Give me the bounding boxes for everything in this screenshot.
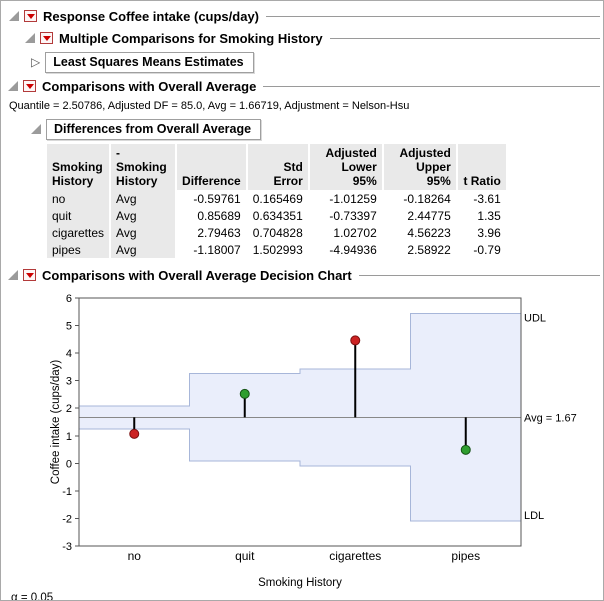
- red-triangle-menu-icon[interactable]: [24, 10, 37, 22]
- y-tick-label: 0: [66, 458, 72, 470]
- disclosure-closed-icon[interactable]: ▷: [31, 55, 41, 69]
- col-header-smoking-history: Smoking History: [47, 144, 110, 190]
- cell-t-ratio: -3.61: [457, 190, 506, 207]
- cell-adj-upper: -0.18264: [383, 190, 456, 207]
- table-header-row: Smoking History -Smoking History Differenc…: [47, 144, 506, 190]
- red-triangle-menu-icon[interactable]: [23, 269, 36, 281]
- cell-difference: 0.85689: [177, 207, 246, 224]
- cell-group: no: [47, 190, 110, 207]
- cell-adj-upper: 4.56223: [383, 224, 456, 241]
- x-tick-label: cigarettes: [329, 549, 381, 563]
- col-header-adj-lower: Adjusted Lower 95%: [309, 144, 382, 190]
- outline-row-response: Response Coffee intake (cups/day): [1, 7, 603, 25]
- avg-label: Avg = 1.67: [524, 412, 577, 424]
- col-header-minus-smoking-history: -Smoking History: [111, 144, 176, 190]
- y-tick-label: 1: [66, 431, 72, 443]
- red-triangle-menu-icon[interactable]: [23, 80, 36, 92]
- cell-adj-lower: -1.01259: [309, 190, 382, 207]
- y-tick-label: 3: [66, 376, 72, 388]
- disclosure-open-icon[interactable]: [25, 33, 35, 43]
- y-tick-label: 6: [66, 293, 72, 305]
- title-rule: [329, 37, 600, 39]
- col-header-t-ratio: t Ratio: [457, 144, 506, 190]
- cell-t-ratio: -0.79: [457, 241, 506, 258]
- red-triangle-menu-icon[interactable]: [40, 32, 53, 44]
- decision-chart-area: 6 5 4 3 2 1 0 -1 -2 -3 no quit cigarettes pipes UDL Avg…: [1, 288, 603, 601]
- cell-std-error: 0.704828: [247, 224, 308, 241]
- decision-chart[interactable]: 6 5 4 3 2 1 0 -1 -2 -3 no quit cigarettes pipes UDL Avg…: [1, 288, 601, 590]
- udl-label: UDL: [524, 312, 546, 324]
- table-row[interactable]: quit Avg 0.85689 0.634351 -0.73397 2.447…: [47, 207, 506, 224]
- point-no[interactable]: [129, 428, 140, 439]
- plot-frame: [78, 297, 522, 547]
- y-tick-label: 5: [66, 321, 72, 333]
- table-row[interactable]: no Avg -0.59761 0.165469 -1.01259 -0.182…: [47, 190, 506, 207]
- cell-adj-upper: 2.58922: [383, 241, 456, 258]
- cell-group: quit: [47, 207, 110, 224]
- outline-row-multiple-comparisons: Multiple Comparisons for Smoking History: [1, 29, 603, 47]
- cell-adj-upper: 2.44775: [383, 207, 456, 224]
- x-tick-label: pipes: [451, 549, 480, 563]
- x-axis-label: Smoking History: [258, 577, 342, 589]
- cell-vs: Avg: [111, 207, 176, 224]
- col-header-std-error: Std Error: [247, 144, 308, 190]
- cell-std-error: 0.165469: [247, 190, 308, 207]
- cell-adj-lower: -4.94936: [309, 241, 382, 258]
- cell-group: pipes: [47, 241, 110, 258]
- title-rule: [263, 85, 600, 87]
- x-tick-label: quit: [235, 549, 255, 563]
- y-axis-label: Coffee intake (cups/day): [50, 360, 62, 485]
- table-row[interactable]: cigarettes Avg 2.79463 0.704828 1.02702 …: [47, 224, 506, 241]
- ldl-label: LDL: [524, 510, 544, 522]
- cell-vs: Avg: [111, 241, 176, 258]
- multiple-comparisons-title: Multiple Comparisons for Smoking History: [59, 30, 323, 46]
- y-tick-label: -1: [62, 486, 72, 498]
- quantile-summary-text: Quantile = 2.50786, Adjusted DF = 85.0, …: [9, 100, 410, 112]
- cell-group: cigarettes: [47, 224, 110, 241]
- cell-t-ratio: 1.35: [457, 207, 506, 224]
- col-header-adj-upper: Adjusted Upper 95%: [383, 144, 456, 190]
- outline-row-differences: Differences from Overall Average: [1, 118, 603, 140]
- point-quit[interactable]: [239, 388, 250, 399]
- differences-table: Smoking History -Smoking History Differenc…: [45, 144, 508, 258]
- cell-difference: 2.79463: [177, 224, 246, 241]
- cell-vs: Avg: [111, 190, 176, 207]
- comparisons-title: Comparisons with Overall Average: [42, 78, 257, 94]
- decision-chart-title: Comparisons with Overall Average Decisio…: [42, 267, 352, 283]
- title-rule: [358, 274, 600, 276]
- table-row[interactable]: pipes Avg -1.18007 1.502993 -4.94936 2.5…: [47, 241, 506, 258]
- outline-row-comparisons: Comparisons with Overall Average: [1, 77, 603, 95]
- cell-difference: -0.59761: [177, 190, 246, 207]
- y-tick-label: -2: [62, 513, 72, 525]
- cell-vs: Avg: [111, 224, 176, 241]
- y-tick-label: 2: [66, 403, 72, 415]
- y-tick-label: -3: [62, 541, 72, 553]
- y-tick-label: 4: [66, 348, 72, 360]
- disclosure-open-icon[interactable]: [31, 124, 41, 134]
- outline-row-decision-chart: Comparisons with Overall Average Decisio…: [1, 266, 603, 284]
- disclosure-open-icon[interactable]: [8, 81, 18, 91]
- lsm-estimates-title[interactable]: Least Squares Means Estimates: [45, 51, 254, 73]
- response-title: Response Coffee intake (cups/day): [43, 8, 259, 24]
- cell-adj-lower: 1.02702: [309, 224, 382, 241]
- cell-t-ratio: 3.96: [457, 224, 506, 241]
- alpha-note: α = 0.05: [11, 592, 54, 601]
- cell-std-error: 1.502993: [247, 241, 308, 258]
- cell-adj-lower: -0.73397: [309, 207, 382, 224]
- disclosure-open-icon[interactable]: [8, 270, 18, 280]
- title-rule: [266, 15, 600, 17]
- cell-difference: -1.18007: [177, 241, 246, 258]
- col-header-difference: Difference: [177, 144, 246, 190]
- cell-std-error: 0.634351: [247, 207, 308, 224]
- point-cigarettes[interactable]: [350, 335, 361, 346]
- x-tick-label: no: [128, 549, 142, 563]
- point-pipes[interactable]: [460, 444, 471, 455]
- outline-row-lsm-estimates: ▷ Least Squares Means Estimates: [1, 51, 603, 73]
- differences-title[interactable]: Differences from Overall Average: [46, 118, 262, 140]
- disclosure-open-icon[interactable]: [9, 11, 19, 21]
